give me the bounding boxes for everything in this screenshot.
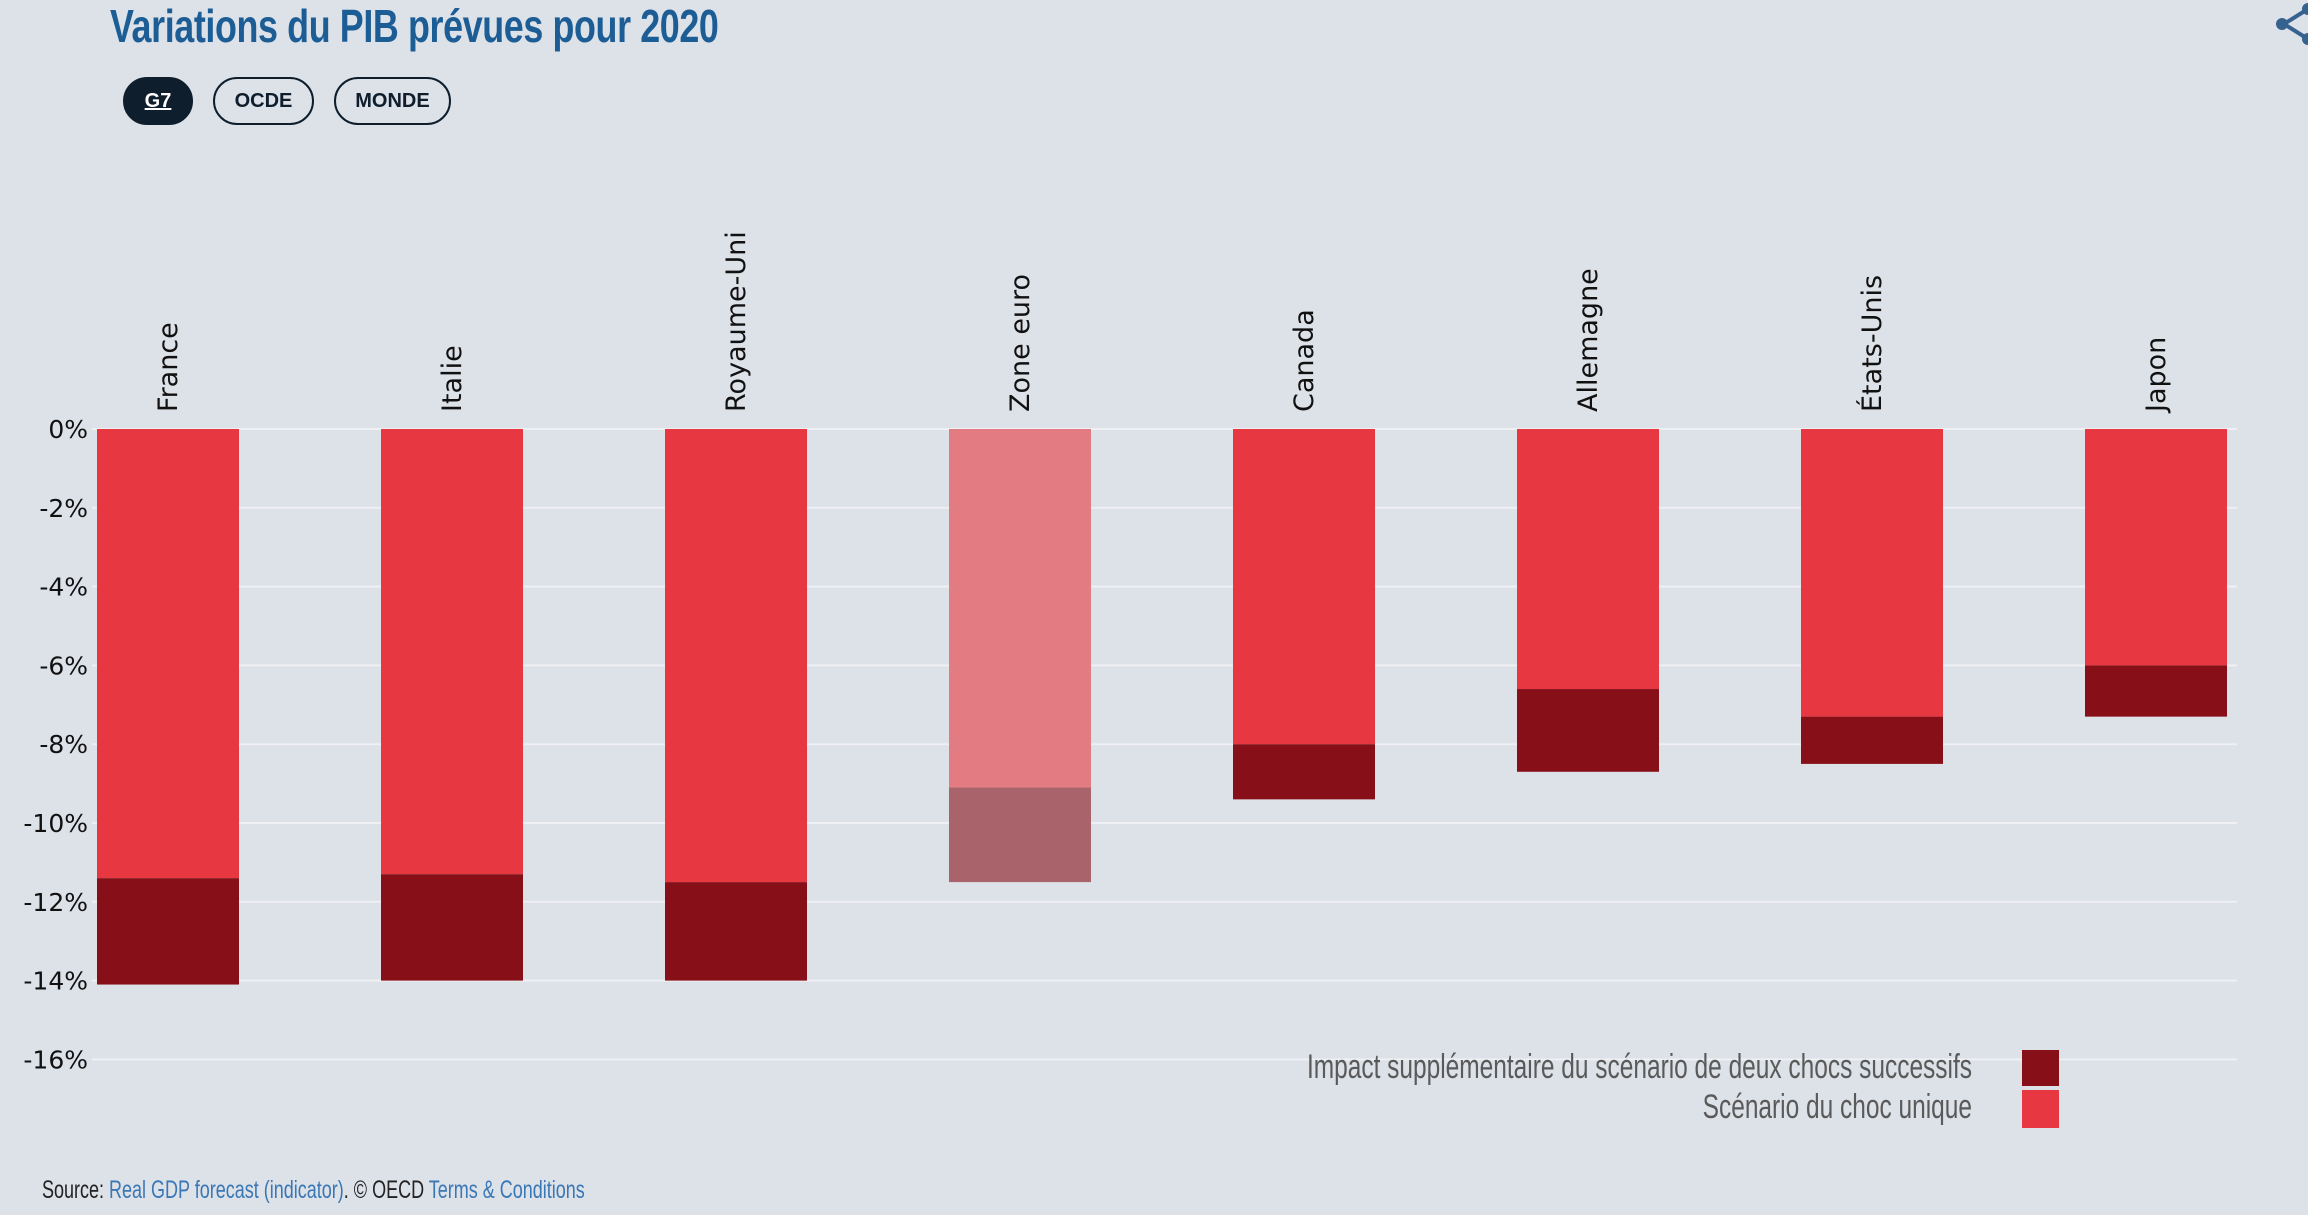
x-axis: France Italie Royaume-Uni Zone euro Canada Al… (153, 231, 2172, 414)
bar-single-shock[interactable] (97, 429, 239, 879)
bars (97, 429, 2227, 985)
y-tick-label: -10% (23, 809, 88, 838)
x-category-label: Allemagne (1573, 268, 1604, 412)
x-category-label: États-Unis (1856, 275, 1888, 412)
terms-link[interactable]: Terms & Conditions (428, 1176, 585, 1204)
y-tick-label: -4% (39, 573, 88, 602)
bar-additional-impact[interactable] (1233, 744, 1375, 800)
bar-single-shock[interactable] (1233, 429, 1375, 745)
bar-single-shock[interactable] (665, 429, 807, 883)
filter-ocde-button[interactable]: OCDE (213, 77, 314, 125)
legend: Impact supplémentaire du scénario de deu… (1307, 1048, 2059, 1128)
source-link[interactable]: Real GDP forecast (indicator) (109, 1176, 344, 1204)
y-tick-label: 0% (48, 415, 88, 444)
bar-additional-impact[interactable] (97, 878, 239, 985)
source-prefix: Source: (42, 1176, 110, 1204)
chart-title: Variations du PIB prévues pour 2020 (110, 0, 719, 52)
filter-monde-button[interactable]: MONDE (334, 77, 451, 125)
x-category-label: Japon (2141, 337, 2172, 414)
bar-additional-impact[interactable] (2085, 665, 2227, 717)
y-tick-label: -8% (39, 730, 88, 759)
y-tick-label: -6% (39, 651, 88, 680)
share-icon[interactable] (2270, 0, 2308, 48)
x-category-label: Zone euro (1005, 274, 1036, 412)
bar-additional-impact[interactable] (1801, 716, 1943, 764)
x-category-label: Canada (1289, 309, 1320, 412)
y-tick-label: -2% (39, 494, 88, 523)
bar-single-shock[interactable] (949, 429, 1091, 788)
bar-additional-impact[interactable] (1517, 689, 1659, 772)
legend-swatch-single-shock (2022, 1090, 2059, 1128)
copyright: . © OECD (343, 1176, 429, 1204)
bar-additional-impact[interactable] (949, 787, 1091, 883)
bar-single-shock[interactable] (2085, 429, 2227, 666)
legend-label-single-shock: Scénario du choc unique (1703, 1088, 1972, 1126)
bar-single-shock[interactable] (1801, 429, 1943, 717)
legend-label-additional-impact: Impact supplémentaire du scénario de deu… (1307, 1048, 1972, 1086)
source-footer: Source: Real GDP forecast (indicator). ©… (42, 1176, 585, 1205)
y-axis: 0% -2% -4% -6% -8% -10% -12% -14% -16% (23, 415, 88, 1074)
bar-single-shock[interactable] (381, 429, 523, 875)
bar-additional-impact[interactable] (381, 874, 523, 981)
y-tick-label: -14% (23, 967, 88, 996)
legend-swatch-additional-impact (2022, 1050, 2059, 1086)
x-category-label: France (153, 322, 184, 412)
y-tick-label: -12% (23, 888, 88, 917)
filter-g7-button[interactable]: G7 (123, 77, 193, 125)
bar-additional-impact[interactable] (665, 882, 807, 981)
y-tick-label: -16% (23, 1045, 88, 1074)
bar-single-shock[interactable] (1517, 429, 1659, 690)
region-filter: G7 OCDE MONDE (123, 77, 451, 125)
x-category-label: Italie (437, 345, 468, 412)
x-category-label: Royaume-Uni (721, 231, 752, 412)
